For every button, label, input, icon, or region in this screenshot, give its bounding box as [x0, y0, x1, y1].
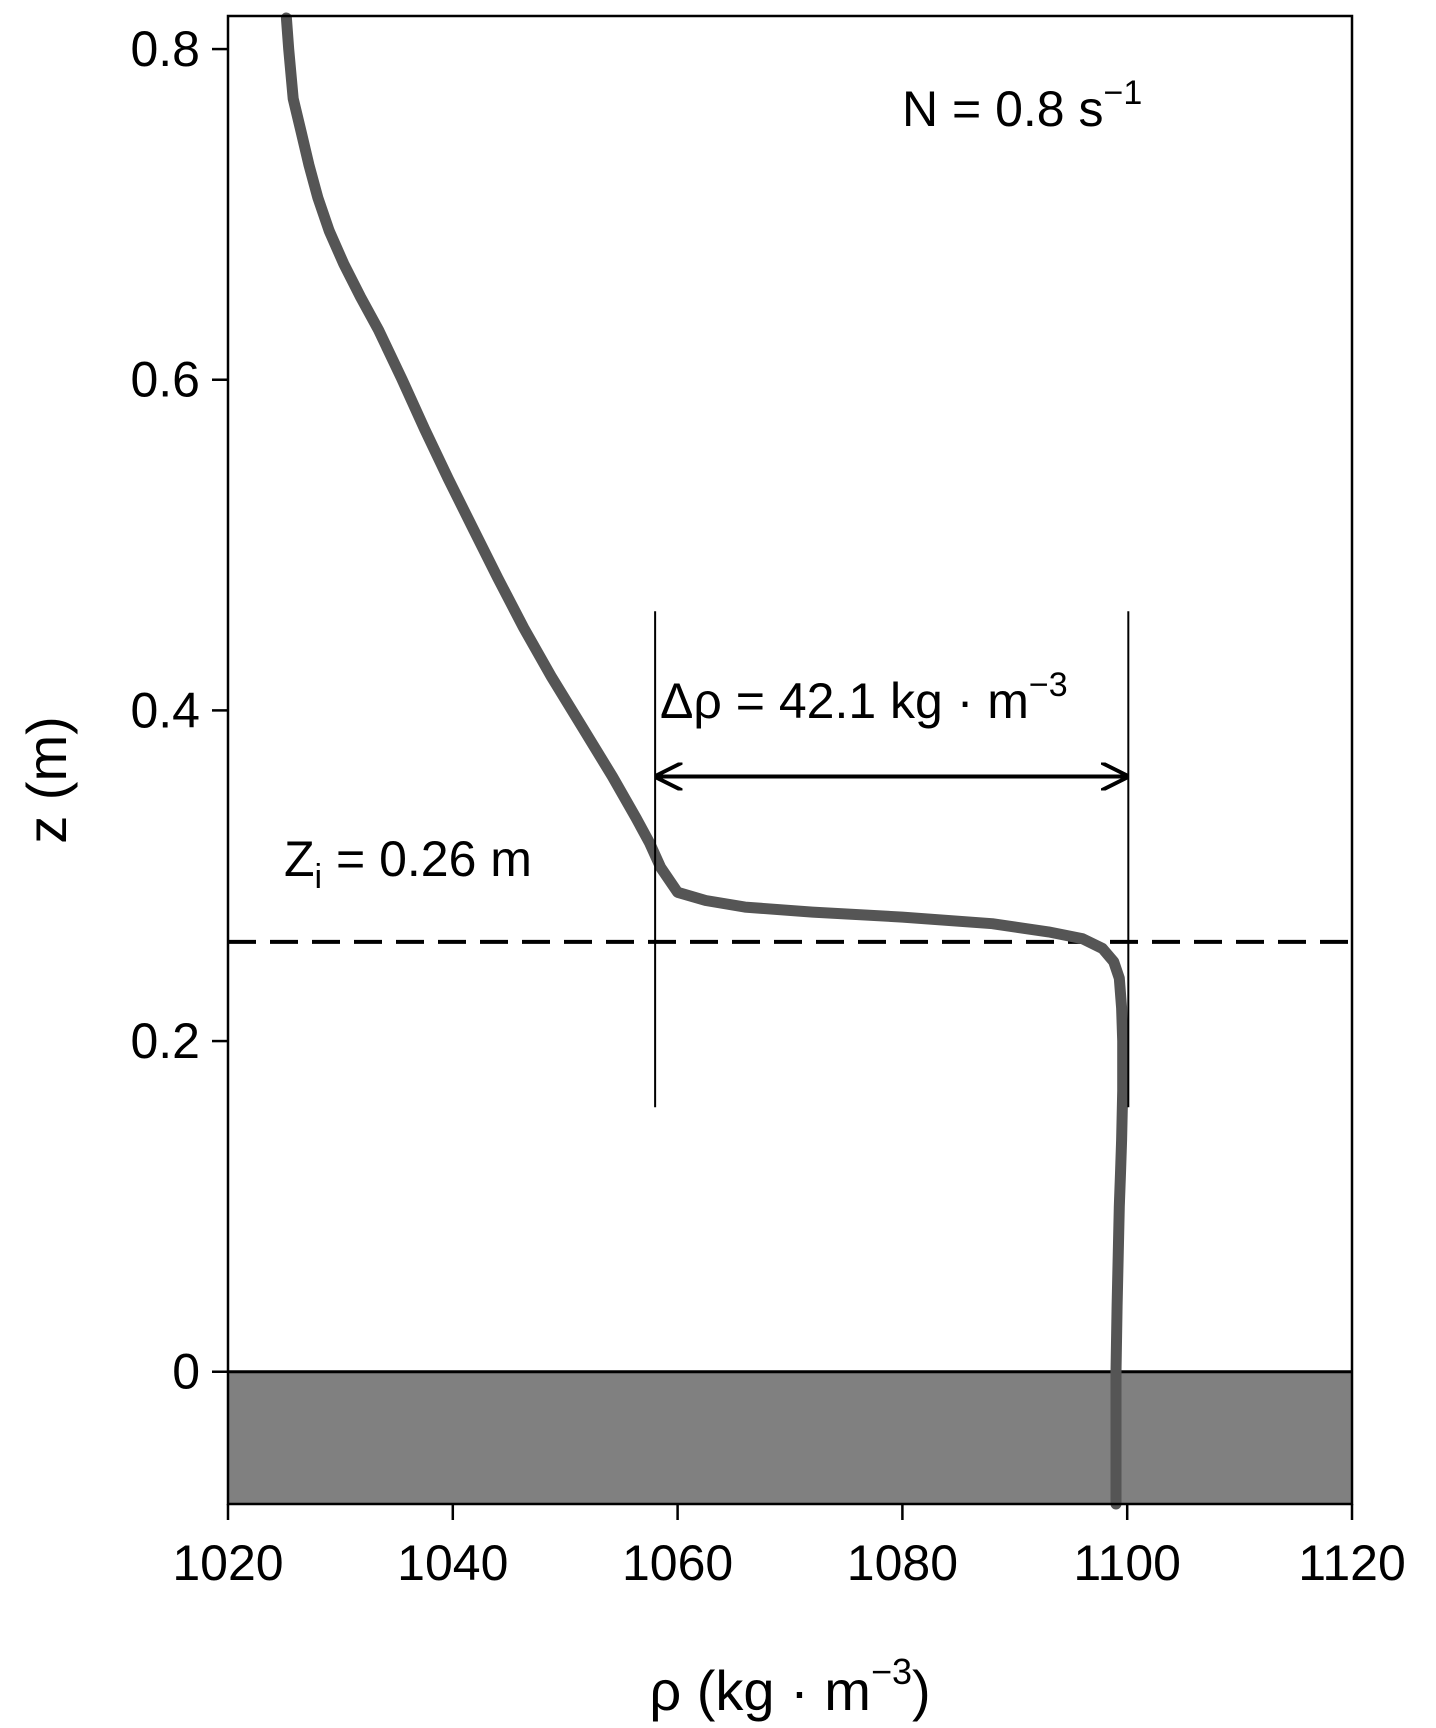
bottom-boundary-fill [228, 1371, 1352, 1504]
zi-subscript: i [315, 858, 323, 896]
y-tick-label: 0.4 [130, 682, 200, 738]
zi-prefix: Z [284, 831, 315, 887]
x-tick-label: 1060 [622, 1535, 733, 1591]
interface-height-annotation: Zi = 0.26 m [284, 831, 532, 896]
y-axis-label: z (m) [15, 716, 78, 844]
x-tick-label: 1020 [172, 1535, 283, 1591]
zi-rest: = 0.26 m [322, 831, 532, 887]
density-jump-annotation: Δρ = 42.1 kg · m−3 [660, 666, 1068, 729]
drho-label: Δρ = 42.1 kg · m [660, 673, 1029, 729]
x-axis-label-exponent: −3 [871, 1651, 912, 1692]
y-axis-ticks: 0 0.2 0.4 0.6 0.8 [130, 21, 228, 1400]
x-tick-label: 1100 [1073, 1535, 1181, 1591]
density-profile-line [280, 12, 1129, 1510]
n-label: N = 0.8 s [902, 81, 1104, 137]
x-tick-label: 1080 [847, 1535, 958, 1591]
y-tick-label: 0 [172, 1344, 200, 1400]
plot-frame [226, 14, 1354, 1506]
y-tick-label: 0.8 [130, 21, 200, 77]
x-axis-label-close: ) [912, 1659, 931, 1722]
x-tick-label: 1040 [397, 1535, 508, 1591]
x-axis-label-main: ρ (kg · m [649, 1659, 871, 1722]
y-tick-label: 0.6 [130, 352, 200, 408]
x-axis-label: ρ (kg · m−3) [649, 1651, 930, 1722]
drho-exponent: −3 [1029, 666, 1068, 704]
y-tick-label: 0.2 [130, 1013, 200, 1069]
buoyancy-frequency-annotation: N = 0.8 s−1 [902, 74, 1142, 137]
x-tick-label: 1120 [1298, 1535, 1406, 1591]
x-axis-ticks: 1020 1040 1060 1080 1100 1120 [172, 1504, 1406, 1591]
n-exponent: −1 [1104, 74, 1143, 112]
